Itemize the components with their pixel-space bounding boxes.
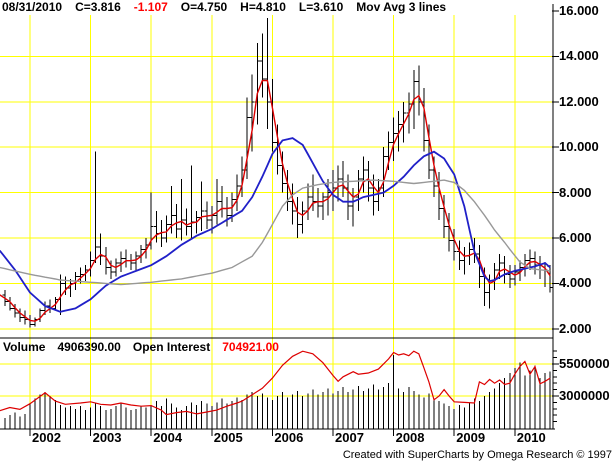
volume-value: 4906390.00: [57, 340, 121, 354]
open-readout: O=4.750: [180, 0, 228, 14]
high-readout: H=4.810: [240, 0, 286, 14]
axes: [0, 4, 559, 436]
year-label: 2010: [516, 430, 546, 445]
volume-axis-label: 5500000: [559, 356, 610, 371]
price-axis-label: 14.000: [559, 48, 599, 64]
chart-date: 08/31/2010: [2, 0, 63, 14]
price-axis-label: 12.000: [559, 93, 599, 109]
open-interest-label: Open Interest: [132, 340, 211, 354]
mov-avg-slow-line: [0, 179, 551, 286]
price-axis-label: 10.000: [559, 139, 599, 155]
price-axis-label: 8.000: [559, 184, 592, 200]
year-label: 2008: [395, 430, 425, 445]
credit-line: Created with SuperCharts by Omega Resear…: [342, 449, 612, 461]
price-axis-label: 4.000: [559, 275, 592, 291]
open-interest-line: [0, 350, 551, 416]
volume-axis-label: 3000000: [559, 388, 610, 403]
year-label: 2005: [213, 430, 243, 445]
price-axis-label: 2.000: [559, 320, 592, 336]
price-readout-row: 08/31/2010 C=3.816 -1.107 O=4.750 H=4.810 L=3…: [2, 0, 459, 14]
close-readout: C=3.816: [75, 0, 121, 14]
volume-label: Volume: [3, 340, 46, 354]
indicator-label: Mov Avg 3 lines: [356, 0, 447, 14]
volume-readout-row: Volume 4906390.00 Open Interest 704921.00: [3, 340, 291, 354]
year-label: 2009: [456, 430, 486, 445]
mov-avg-fast-line: [0, 79, 551, 322]
year-label: 2004: [153, 430, 183, 445]
year-label: 2007: [335, 430, 364, 445]
year-label: 2003: [92, 430, 122, 445]
low-readout: L=3.610: [298, 0, 344, 14]
price-axis-label: 6.000: [559, 230, 592, 245]
price-axis-label: 16.000: [559, 3, 599, 18]
year-label: 2006: [274, 430, 304, 445]
mov-avg-mid-line: [0, 137, 551, 313]
change-readout: -1.107: [133, 0, 168, 14]
grid-lines: [0, 15, 553, 428]
volume-bars: [4, 355, 551, 428]
year-label: 2002: [32, 430, 61, 445]
open-interest-value: 704921.00: [222, 340, 279, 354]
